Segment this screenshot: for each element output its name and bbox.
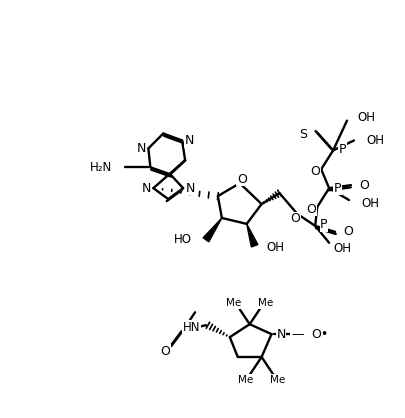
Text: OH: OH xyxy=(360,196,378,209)
Text: P: P xyxy=(333,182,341,195)
Text: —: — xyxy=(290,328,303,341)
Text: HO: HO xyxy=(174,233,192,246)
Text: HN: HN xyxy=(182,321,200,334)
Text: OH: OH xyxy=(356,111,374,124)
Text: Me: Me xyxy=(237,375,253,385)
Text: O: O xyxy=(358,178,368,192)
Text: N: N xyxy=(276,328,285,341)
Text: O: O xyxy=(342,225,352,238)
Text: OH: OH xyxy=(266,241,284,254)
Text: N: N xyxy=(185,182,194,195)
Text: H₂N: H₂N xyxy=(90,161,112,174)
Polygon shape xyxy=(202,218,221,242)
Text: S: S xyxy=(298,128,307,141)
Text: OH: OH xyxy=(365,134,383,147)
Text: O: O xyxy=(290,212,300,225)
Text: Me: Me xyxy=(257,298,273,308)
Text: Me: Me xyxy=(226,298,241,308)
Text: O•: O• xyxy=(311,328,328,341)
Polygon shape xyxy=(246,224,257,247)
Text: N: N xyxy=(184,134,193,147)
Text: O: O xyxy=(236,173,246,186)
Text: O: O xyxy=(305,202,315,216)
Text: OH: OH xyxy=(332,242,350,255)
Text: P: P xyxy=(320,218,327,232)
Text: N: N xyxy=(136,142,146,155)
Text: O: O xyxy=(160,344,170,357)
Text: N: N xyxy=(141,182,151,195)
Text: O: O xyxy=(309,165,320,178)
Text: P: P xyxy=(338,143,346,156)
Text: Me: Me xyxy=(269,375,284,385)
